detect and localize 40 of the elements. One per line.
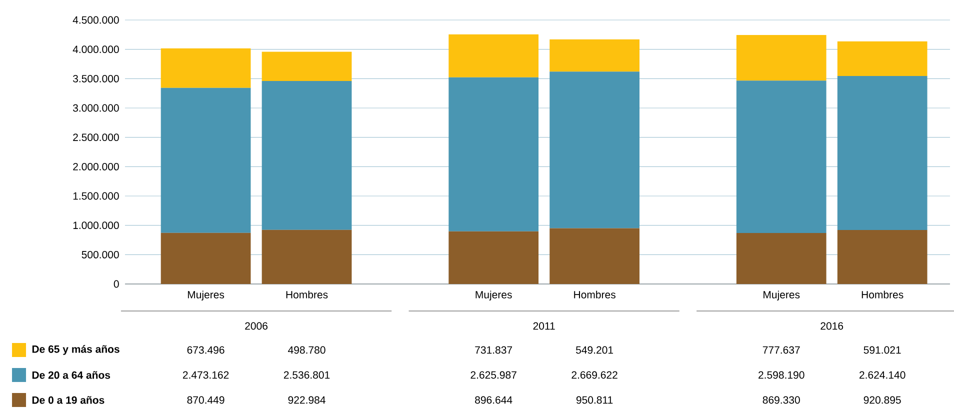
data-label: 950.811 xyxy=(576,396,613,404)
legend-label: De 65 y más años xyxy=(32,345,120,355)
x-tick-label: Hombres xyxy=(286,290,328,298)
data-label: 896.644 xyxy=(475,396,512,404)
data-label: 2.473.162 xyxy=(182,371,229,379)
data-label: 2.669.622 xyxy=(572,371,618,379)
x-tick-label: Mujeres xyxy=(476,290,512,300)
data-label: 2.625.987 xyxy=(470,371,516,379)
y-tick-label: 2.500.000 xyxy=(73,134,119,142)
text: 2011 xyxy=(533,322,555,330)
data-label: 2.598.190 xyxy=(758,371,804,379)
x-tick-label: Hombres xyxy=(862,290,904,298)
data-label: 673.496 xyxy=(187,346,224,354)
data-label: 920.895 xyxy=(864,396,901,404)
data-label: 591.021 xyxy=(864,346,901,354)
y-tick-label: 3.500.000 xyxy=(72,74,119,82)
y-tick-label: 500.000 xyxy=(82,250,119,258)
y-tick-label: 1.500.000 xyxy=(73,192,119,200)
data-label: 869.330 xyxy=(762,396,800,404)
text: 2006 xyxy=(245,322,268,330)
x-tick-label: Hombres xyxy=(574,290,616,298)
data-label: 870.449 xyxy=(187,396,224,404)
y-tick-label: 4.000.000 xyxy=(72,46,119,54)
data-label: 2.536.801 xyxy=(284,371,330,379)
legend-label: De 0 a 19 años xyxy=(32,396,104,404)
data-label: 549.201 xyxy=(576,346,613,354)
y-tick-label: 3.000.000 xyxy=(72,104,119,112)
y-tick-label: 1.000.000 xyxy=(73,222,119,230)
data-label: 731.837 xyxy=(475,346,512,354)
data-label: 777.637 xyxy=(762,346,800,354)
data-label: 498.780 xyxy=(288,346,326,354)
x-tick-label: Mujeres xyxy=(188,290,224,300)
y-tick-label: 0 xyxy=(114,280,119,288)
data-label: 922.984 xyxy=(288,396,326,404)
legend-label: De 20 a 64 años xyxy=(32,371,110,379)
text: 2016 xyxy=(820,322,844,330)
data-label: 2.624.140 xyxy=(860,371,906,379)
y-tick-label: 4.500.000 xyxy=(72,16,119,24)
y-tick-label: 2.000.000 xyxy=(73,162,119,170)
x-tick-label: Mujeres xyxy=(764,290,800,300)
